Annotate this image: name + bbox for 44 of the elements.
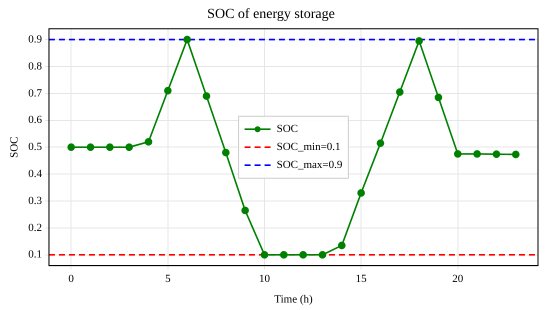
x-tick-label: 10 <box>258 273 270 286</box>
point <box>415 37 423 45</box>
point <box>222 148 230 156</box>
point <box>434 94 442 102</box>
point <box>512 150 520 158</box>
y-tick-label: 0.2 <box>28 222 42 234</box>
y-axis-title: SOC <box>8 136 20 158</box>
point <box>241 206 249 214</box>
point <box>318 251 326 259</box>
y-tick-label: 0.5 <box>28 141 42 154</box>
x-axis-title: Time (h) <box>274 293 314 306</box>
point <box>144 138 152 146</box>
y-tick-label: 0.7 <box>28 87 42 100</box>
point <box>338 242 346 250</box>
y-tick-label: 0.9 <box>28 33 42 46</box>
x-tick-label: 20 <box>452 273 464 286</box>
y-tick-label: 0.6 <box>28 114 42 126</box>
x-tick-label: 5 <box>165 273 172 286</box>
point <box>280 251 288 259</box>
point <box>67 143 75 151</box>
x-tick-label: 0 <box>68 273 74 286</box>
point <box>376 139 384 147</box>
point <box>183 36 191 44</box>
legend-label: SOC_min=0.1 <box>276 141 341 154</box>
y-tick-label: 0.4 <box>28 168 42 180</box>
point <box>357 189 365 197</box>
point <box>125 143 133 151</box>
y-tick-label: 0.3 <box>28 194 42 207</box>
point <box>454 150 462 158</box>
point <box>396 88 404 96</box>
x-tick-label: 15 <box>356 273 368 286</box>
point <box>473 150 481 158</box>
point <box>299 251 307 259</box>
y-tick-label: 0.8 <box>28 60 42 72</box>
point <box>164 86 172 94</box>
point <box>202 92 210 100</box>
legend-label: SOC_max=0.9 <box>276 159 343 172</box>
point <box>86 143 94 151</box>
point <box>260 251 268 259</box>
point <box>492 150 500 158</box>
point <box>106 143 114 151</box>
legend-label: SOC <box>276 123 298 136</box>
y-tick-label: 0.1 <box>28 248 42 261</box>
chart-title: SOC of energy storage <box>207 7 335 22</box>
